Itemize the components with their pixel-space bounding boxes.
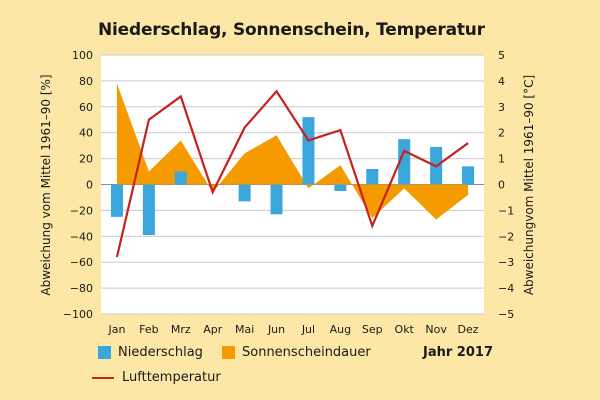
temperature-line <box>115 89 469 258</box>
y-tick-label-left: 40 <box>79 127 93 140</box>
x-tick-label: Mrz <box>171 323 191 336</box>
y-tick-label-right: −1 <box>498 204 514 217</box>
precipitation-bar <box>398 139 411 185</box>
y-tick-label-right: −5 <box>498 308 514 321</box>
precipitation-bar <box>334 184 347 191</box>
y-tick-label-right: 2 <box>498 127 505 140</box>
x-tick-label: Aug <box>330 323 351 336</box>
precipitation-bar <box>142 184 155 236</box>
x-tick-label: Mai <box>235 323 254 336</box>
y-tick-label-left: 80 <box>79 75 93 88</box>
chart-title: Niederschlag, Sonnenschein, Temperatur <box>98 20 485 40</box>
year-label: Jahr 2017 <box>423 345 493 360</box>
x-tick-label: Sep <box>362 323 383 336</box>
legend-item-niederschlag: Niederschlag <box>98 345 203 360</box>
y-tick-label-left: −60 <box>70 256 93 269</box>
y-tick-label-right: −4 <box>498 282 514 295</box>
legend-item-lufttemperatur: Lufttemperatur <box>92 370 221 385</box>
precipitation-bar <box>270 184 283 215</box>
y-tick-label-right: 1 <box>498 153 505 166</box>
x-tick-label: Apr <box>203 323 223 336</box>
y-tick-label-left: −80 <box>70 282 93 295</box>
x-tick-label: Nov <box>425 323 447 336</box>
y-tick-label-right: 5 <box>498 49 505 62</box>
precipitation-bar <box>174 171 187 185</box>
legend-swatch-lufttemperatur <box>92 376 114 379</box>
y-tick-label-left: −40 <box>70 230 93 243</box>
legend-label-niederschlag: Niederschlag <box>118 345 203 360</box>
legend-swatch-sonnenscheindauer <box>222 346 235 359</box>
y-axis-label-left: Abweichung vom Mittel 1961–90 [%] <box>39 74 53 295</box>
precipitation-bar <box>462 166 475 185</box>
y-tick-label-right: 4 <box>498 75 505 88</box>
y-tick-label-right: −3 <box>498 256 514 269</box>
precipitation-bar <box>366 168 379 185</box>
y-tick-label-right: −2 <box>498 230 514 243</box>
legend-item-sonnenscheindauer: Sonnenscheindauer <box>222 345 371 360</box>
precipitation-bar <box>302 117 315 185</box>
x-tick-label: Jul <box>301 323 315 336</box>
y-tick-label-left: 100 <box>72 49 93 62</box>
y-tick-label-right: 0 <box>498 179 505 192</box>
x-tick-label: Jan <box>107 323 125 336</box>
legend-label-lufttemperatur: Lufttemperatur <box>122 370 221 385</box>
y-tick-label-left: 60 <box>79 101 93 114</box>
sunshine-area <box>116 83 469 220</box>
y-tick-label-right: 3 <box>498 101 505 114</box>
y-tick-label-left: 20 <box>79 153 93 166</box>
legend-label-sonnenscheindauer: Sonnenscheindauer <box>242 345 371 360</box>
y-axis-label-right: Abweichungvom Mittel 1961–90 [°C] <box>522 75 536 295</box>
y-tick-label-left: 0 <box>86 179 93 192</box>
x-tick-label: Okt <box>395 323 415 336</box>
x-tick-label: Jun <box>267 323 285 336</box>
y-tick-label-left: −100 <box>63 308 93 321</box>
precipitation-bar <box>238 184 251 202</box>
y-tick-label-left: −20 <box>70 204 93 217</box>
legend-swatch-niederschlag <box>98 346 111 359</box>
x-tick-label: Feb <box>139 323 158 336</box>
x-tick-label: Dez <box>458 323 479 336</box>
precipitation-bar <box>110 184 123 217</box>
